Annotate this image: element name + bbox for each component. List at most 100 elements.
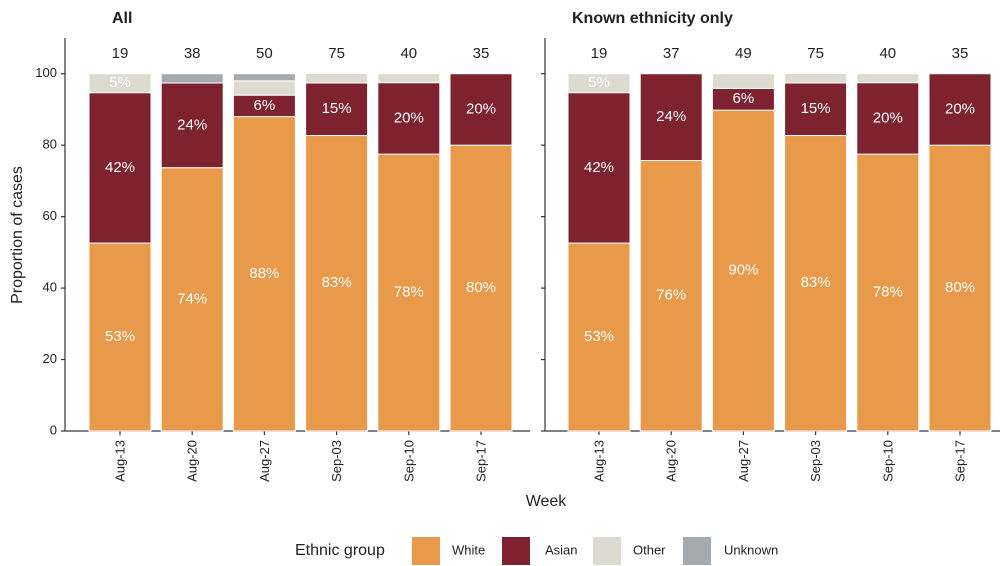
total-label: 37 — [663, 45, 680, 62]
bar-segment — [567, 92, 631, 244]
data-label: 42% — [584, 159, 614, 176]
bar-segment — [88, 92, 152, 244]
legend-swatch — [593, 537, 621, 565]
bar-segment — [928, 73, 992, 146]
total-label: 40 — [879, 45, 896, 62]
x-tick-label: Aug-27 — [257, 440, 272, 482]
y-axis-title: Proportion of cases — [9, 166, 26, 304]
data-label: 88% — [249, 265, 279, 282]
data-label: 15% — [801, 100, 831, 117]
legend-title: Ethnic group — [295, 542, 385, 559]
total-label: 19 — [591, 45, 608, 62]
total-label: 35 — [473, 45, 490, 62]
total-label: 35 — [952, 45, 969, 62]
data-label: 83% — [801, 274, 831, 291]
bar-segment — [856, 82, 920, 155]
legend-swatch — [683, 537, 711, 565]
data-label: 20% — [945, 100, 975, 117]
legend-label: Other — [633, 542, 666, 557]
data-label: 78% — [394, 284, 424, 301]
bar-segment — [88, 242, 152, 432]
bar-segment — [856, 153, 920, 432]
panel-title: All — [112, 10, 132, 27]
bar-segment — [449, 144, 513, 432]
x-tick-label: Aug-20 — [185, 440, 200, 482]
data-label: 90% — [728, 262, 758, 279]
bar-segment — [567, 242, 631, 432]
x-tick-label: Sep-17 — [953, 440, 968, 482]
data-label: 15% — [322, 100, 352, 117]
data-label: 53% — [584, 328, 614, 345]
y-tick-label: 40 — [43, 280, 57, 295]
y-tick-label: 80 — [43, 137, 57, 152]
data-label: 5% — [588, 74, 610, 91]
y-tick-label: 100 — [35, 65, 57, 80]
bar-segment — [160, 73, 224, 84]
bar-segment — [377, 153, 441, 432]
data-label: 20% — [394, 109, 424, 126]
bar-segment — [232, 80, 296, 96]
total-label: 50 — [256, 45, 273, 62]
bar-segment — [305, 72, 369, 84]
x-tick-label: Aug-27 — [736, 440, 751, 482]
data-label: 24% — [656, 108, 686, 125]
x-tick-label: Aug-20 — [664, 440, 679, 482]
data-label: 6% — [254, 97, 276, 114]
data-label: 6% — [733, 90, 755, 107]
bar-segment — [377, 73, 441, 84]
data-label: 24% — [177, 116, 207, 133]
bar-segment — [784, 72, 848, 84]
bar-segment — [928, 144, 992, 432]
panel-title: Known ethnicity only — [572, 10, 733, 27]
data-label: 83% — [322, 274, 352, 291]
total-label: 75 — [328, 45, 345, 62]
legend-label: Unknown — [724, 542, 778, 557]
legend-swatch — [412, 537, 440, 565]
bar-segment — [639, 73, 703, 162]
legend-label: White — [452, 542, 485, 557]
y-tick-label: 0 — [50, 422, 57, 437]
bar-segment — [856, 73, 920, 84]
bar-segment — [449, 73, 513, 146]
x-tick-label: Aug-13 — [592, 440, 607, 482]
data-label: 76% — [656, 287, 686, 304]
x-axis-title: Week — [526, 493, 568, 510]
total-label: 19 — [112, 45, 129, 62]
x-tick-label: Sep-10 — [880, 440, 895, 482]
bar-segment — [784, 135, 848, 432]
bar-segment — [377, 82, 441, 155]
legend-swatch — [502, 537, 530, 565]
data-label: 20% — [466, 100, 496, 117]
data-label: 74% — [177, 290, 207, 307]
x-tick-label: Sep-03 — [329, 440, 344, 482]
data-label: 42% — [105, 159, 135, 176]
data-label: 80% — [945, 279, 975, 296]
bar-segment — [88, 73, 152, 94]
total-label: 40 — [400, 45, 417, 62]
bar-segment — [567, 73, 631, 94]
y-tick-label: 20 — [43, 351, 57, 366]
y-tick-label: 60 — [43, 208, 57, 223]
x-tick-label: Sep-03 — [808, 440, 823, 482]
bar-segment — [711, 109, 775, 432]
bar-segment — [711, 73, 775, 89]
total-label: 38 — [184, 45, 201, 62]
x-tick-label: Sep-10 — [401, 440, 416, 482]
bar-segment — [639, 160, 703, 432]
legend-label: Asian — [545, 542, 578, 557]
bar-segment — [232, 73, 296, 82]
x-tick-label: Sep-17 — [474, 440, 489, 482]
data-label: 78% — [873, 284, 903, 301]
bar-segment — [160, 167, 224, 432]
bar-segment — [232, 116, 296, 432]
bar-segment — [305, 82, 369, 137]
total-label: 75 — [807, 45, 824, 62]
data-label: 20% — [873, 109, 903, 126]
data-label: 80% — [466, 279, 496, 296]
total-label: 49 — [735, 45, 752, 62]
data-label: 5% — [109, 74, 131, 91]
data-label: 53% — [105, 328, 135, 345]
bar-segment — [305, 135, 369, 432]
bar-segment — [160, 82, 224, 169]
